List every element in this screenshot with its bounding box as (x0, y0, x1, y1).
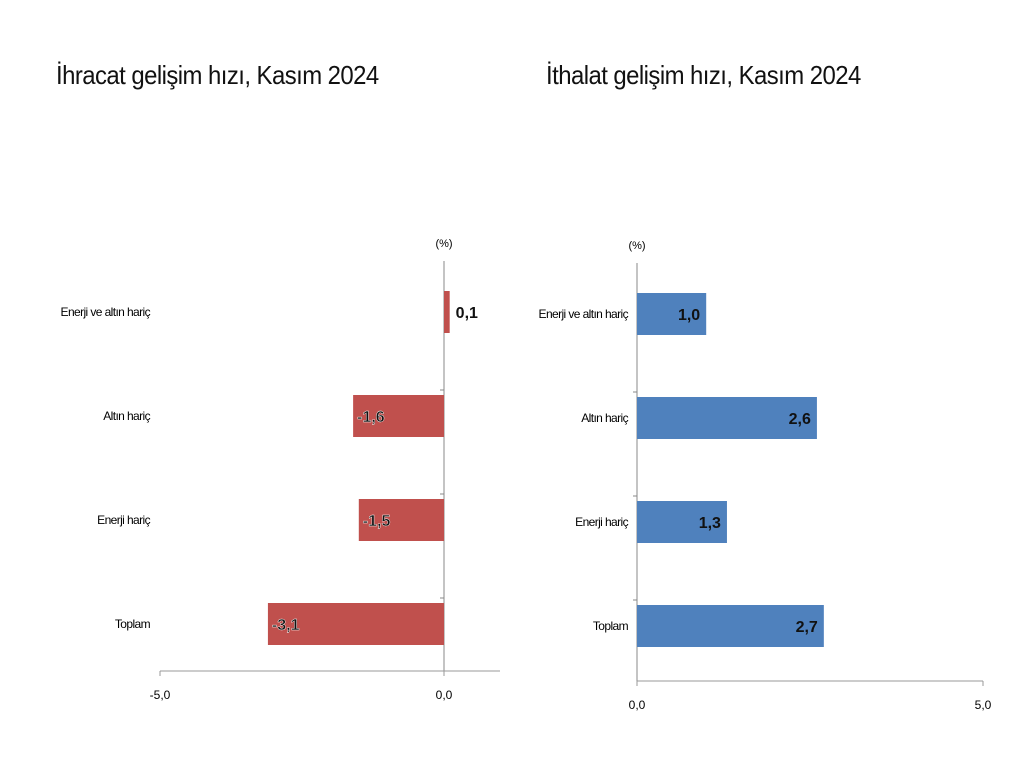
import-value-label: 1,3 (699, 515, 721, 532)
export-category-label: Enerji ve altın hariç (61, 305, 151, 319)
import-bar (637, 605, 824, 647)
import-value-label: 1,0 (678, 307, 700, 324)
import-category-label: Enerji ve altın hariç (539, 307, 629, 321)
import-value-label: 2,7 (796, 619, 818, 636)
import-bar (637, 501, 727, 543)
export-unit-label: (%) (435, 238, 452, 250)
export-chart-title: İhracat gelişim hızı, Kasım 2024 (56, 60, 379, 90)
import-bar (637, 293, 707, 335)
import-bar (637, 397, 817, 439)
import-category-label: Enerji hariç (575, 515, 628, 529)
export-value-label: -1,5 (363, 513, 391, 530)
import-tick-label: 5,0 (975, 698, 992, 712)
export-bar (267, 603, 444, 645)
export-bar (353, 395, 444, 437)
import-value-label: 2,6 (789, 411, 811, 428)
import-category-label: Toplam (593, 619, 629, 633)
export-bar (444, 291, 450, 333)
export-category-label: Toplam (115, 617, 151, 631)
import-category-label: Altın hariç (581, 411, 628, 425)
export-value-label: -1,6 (357, 409, 385, 426)
export-bar (358, 499, 444, 541)
export-value-label: 0,1 (456, 305, 478, 322)
export-tick-label: 0,0 (436, 688, 453, 702)
export-value-label: -3,1 (272, 617, 300, 634)
export-tick-label: -5,0 (150, 688, 171, 702)
import-tick-label: 0,0 (629, 698, 646, 712)
import-unit-label: (%) (628, 240, 645, 252)
export-category-label: Enerji hariç (97, 513, 150, 527)
import-chart-title: İthalat gelişim hızı, Kasım 2024 (546, 60, 861, 90)
export-category-label: Altın hariç (103, 409, 150, 423)
